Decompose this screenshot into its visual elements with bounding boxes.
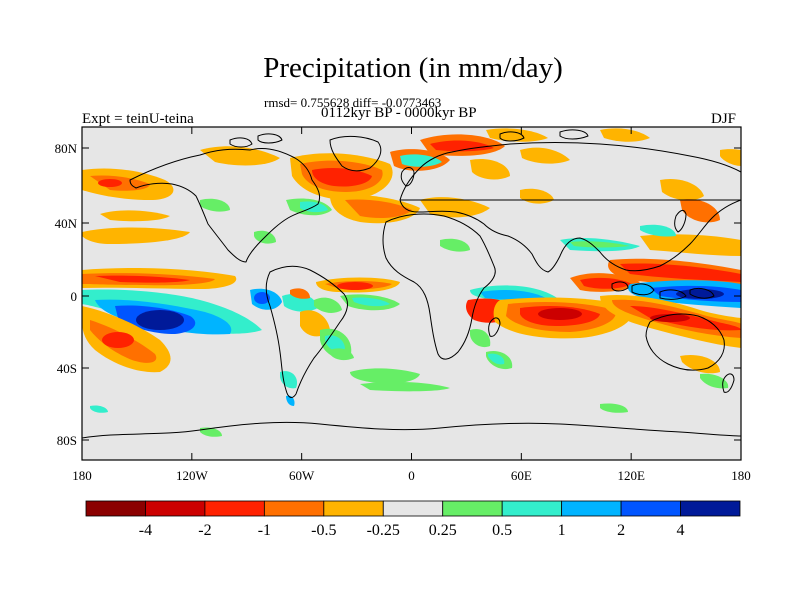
rmsd-diff-stats: rmsd= 0.755628 diff= -0.0773463: [264, 95, 442, 110]
colorbar-box: [442, 500, 503, 517]
coastline-arctic-islands: [229, 129, 589, 148]
coastline-australia: [645, 313, 725, 371]
colorbar-box: [620, 500, 681, 517]
south-america-anomaly: [250, 288, 352, 406]
southern-high-lat-anomaly: [90, 403, 628, 437]
atlantic-anomaly: [316, 277, 450, 392]
longitude-axis: 180 120W 60W 0 60E 120E 180: [72, 127, 751, 483]
colorbar-label: 2: [617, 522, 625, 539]
lat-tick-label: 40S: [57, 361, 77, 376]
colorbar-label: -0.5: [311, 522, 336, 539]
coastline-madagascar: [488, 317, 501, 337]
colorbar-box: [561, 500, 622, 517]
lon-tick-label: 120W: [176, 468, 209, 483]
period-subtitle: 0112kyr BP - 0000kyr BP: [321, 105, 477, 121]
coastline-antarctica: [82, 421, 741, 439]
west-pacific-anomaly: [560, 224, 741, 389]
colorbar-label: 4: [677, 522, 685, 539]
coastlines: [82, 129, 741, 439]
colorbar-box: [85, 500, 146, 517]
lon-tick-label: 0: [408, 468, 415, 483]
lon-tick-label: 120E: [617, 468, 645, 483]
colorbar-label: -0.25: [367, 522, 400, 539]
lon-tick-label: 60E: [511, 468, 532, 483]
lat-tick-label: 80S: [57, 433, 77, 448]
lon-tick-label: 180: [731, 468, 751, 483]
season-label: DJF: [711, 111, 737, 127]
colorbar-label: -1: [258, 522, 271, 539]
colorbar-label: 1: [558, 522, 566, 539]
precip-anomaly-field: [82, 128, 741, 437]
colorbar-label: -2: [198, 522, 211, 539]
latitude-axis: 80N 40N 0 40S 80S: [55, 141, 741, 448]
colorbar-box: [263, 500, 325, 517]
coastline-south-america: [265, 265, 348, 398]
lon-tick-label: 180: [72, 468, 92, 483]
experiment-label: Expt = teinU-teina: [82, 111, 194, 127]
coastline-north-america: [129, 147, 321, 263]
coastline-maritime-continent: [611, 281, 715, 300]
lat-tick-label: 0: [71, 289, 78, 304]
lat-tick-label: 80N: [55, 141, 78, 156]
colorbar-box: [323, 500, 384, 517]
pacific-equatorial-dry-anomaly: [82, 268, 237, 373]
indian-ocean-anomaly: [466, 273, 640, 370]
colorbar-label: 0.25: [429, 522, 457, 539]
coastline-africa: [382, 213, 496, 360]
lat-tick-label: 40N: [55, 216, 78, 231]
coastline-eurasia: [399, 142, 741, 273]
colorbar: -4 -2 -1 -0.5 -0.25 0.25 0.5 1 2 4: [85, 500, 741, 539]
colorbar-label: -4: [139, 522, 152, 539]
plot-title: Precipitation (in mm/day): [263, 52, 563, 84]
lon-tick-label: 60W: [289, 468, 315, 483]
pacific-south-wet-anomaly: [82, 289, 262, 335]
colorbar-box: [680, 500, 741, 517]
coastline-japan-nz: [674, 209, 735, 393]
coastline-british-isles: [400, 167, 415, 187]
northern-anomaly: [82, 128, 741, 252]
colorbar-box: [382, 500, 444, 517]
colorbar-label: 0.5: [492, 522, 512, 539]
colorbar-box: [204, 500, 265, 517]
coastline-greenland: [329, 135, 382, 172]
colorbar-box: [145, 500, 206, 517]
colorbar-box: [501, 500, 563, 517]
